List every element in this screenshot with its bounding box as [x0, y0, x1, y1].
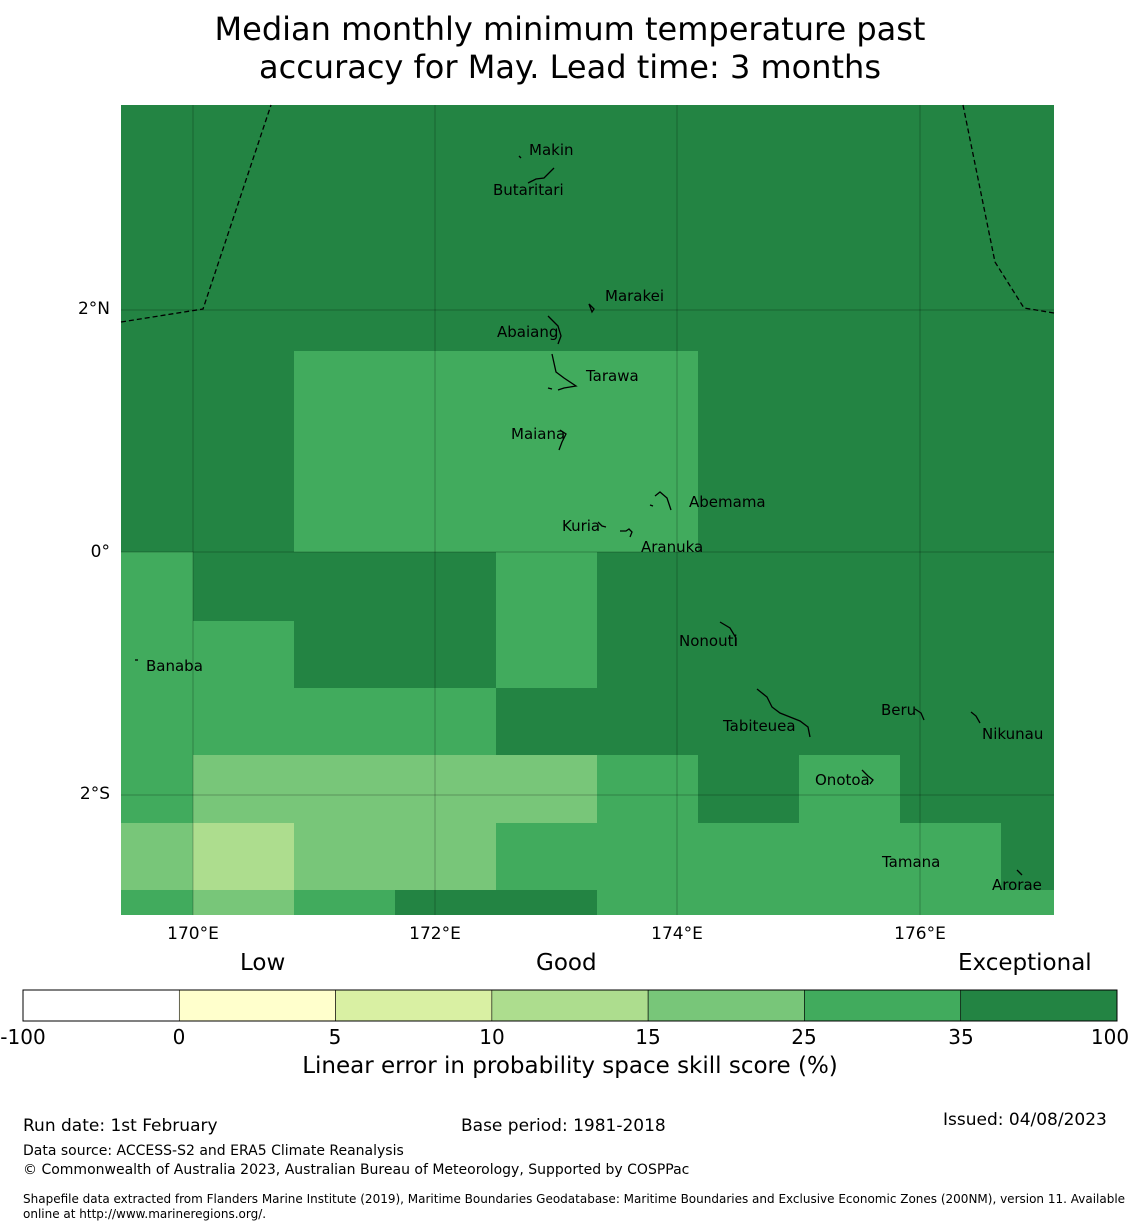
colorbar-swatch — [960, 989, 1118, 1022]
issued-date: Issued: 04/08/2023 — [943, 1110, 1107, 1130]
legend-tick: 100 — [1090, 1025, 1130, 1049]
legend-tick: -100 — [0, 1025, 46, 1049]
base-period: Base period: 1981-2018 — [461, 1116, 666, 1136]
place-label-abaiang: Abaiang — [497, 323, 559, 341]
place-label-maiana: Maiana — [511, 425, 566, 443]
legend-tick: 10 — [479, 1025, 505, 1049]
shapefile-line-1: Shapefile data extracted from Flanders M… — [23, 1192, 1126, 1206]
place-label-marakei: Marakei — [605, 287, 665, 305]
place-label-kuria: Kuria — [562, 517, 601, 535]
grid-cell — [193, 621, 294, 755]
grid-cell — [597, 755, 698, 823]
grid-cell — [799, 755, 900, 823]
copyright: © Commonwealth of Australia 2023, Austra… — [23, 1162, 690, 1178]
shapefile-line-2: online at http://www.marineregions.org/. — [23, 1207, 267, 1221]
skill-grid — [121, 105, 1054, 915]
place-label-onotoa: Onotoa — [815, 771, 870, 789]
grid-cell — [121, 890, 193, 915]
place-label-tabiteuea: Tabiteuea — [723, 717, 796, 735]
map-frame — [120, 104, 1055, 915]
colorbar-swatch — [491, 989, 649, 1022]
place-label-arorae: Arorae — [992, 876, 1042, 894]
grid-cell — [193, 755, 597, 823]
eez-boundaries — [120, 104, 1055, 323]
run-date: Run date: 1st February — [23, 1116, 218, 1136]
place-label-tamana: Tamana — [882, 853, 941, 871]
grid-cell — [597, 890, 1054, 915]
lon-tick: 176°E — [894, 924, 946, 944]
grid-cell — [193, 890, 294, 915]
grid-cell — [193, 823, 294, 890]
grid-cell — [121, 823, 193, 890]
lat-tick: 2°S — [79, 784, 110, 804]
grid-cell — [294, 351, 698, 552]
grid-cell — [294, 890, 395, 915]
legend-tick: 35 — [948, 1025, 974, 1049]
lat-tick: 2°N — [77, 299, 110, 319]
shapefile-credit: Shapefile data extracted from Flanders M… — [23, 1192, 1138, 1222]
data-source: Data source: ACCESS-S2 and ERA5 Climate … — [23, 1143, 404, 1159]
title-line-1: Median monthly minimum temperature past — [214, 10, 926, 48]
grid-cell — [496, 823, 1001, 890]
grid-cell — [1001, 823, 1054, 890]
place-label-beru: Beru — [881, 701, 917, 719]
place-label-nonouti: Nonouti — [679, 632, 738, 650]
legend-tick: 15 — [635, 1025, 661, 1049]
colorbar-swatch — [22, 989, 180, 1022]
colorbar-swatch — [178, 989, 336, 1022]
colorbar-swatch — [335, 989, 493, 1022]
colorbar-swatches — [22, 989, 1118, 1022]
lon-tick: 170°E — [167, 924, 219, 944]
legend-low-label: Low — [240, 950, 286, 976]
colorbar-swatch — [647, 989, 805, 1022]
lon-tick: 172°E — [409, 924, 461, 944]
gridlines — [121, 105, 1054, 915]
colorbar-title: Linear error in probability space skill … — [302, 1053, 838, 1079]
place-label-butaritari: Butaritari — [493, 181, 564, 199]
legend-tick: 0 — [172, 1025, 186, 1049]
title-line-2: accuracy for May. Lead time: 3 months — [258, 48, 881, 86]
place-label-makin: Makin — [529, 141, 574, 159]
legend-exceptional-label: Exceptional — [958, 950, 1092, 976]
place-label-abemama: Abemama — [689, 493, 766, 511]
lat-tick: 0° — [90, 542, 110, 562]
chart-title: Median monthly minimum temperature past … — [0, 10, 1140, 86]
legend-good-label: Good — [536, 950, 597, 976]
colorbar-swatch — [804, 989, 962, 1022]
legend-tick: 5 — [328, 1025, 342, 1049]
lon-tick: 174°E — [651, 924, 703, 944]
grid-cell — [395, 890, 597, 915]
place-label-aranuka: Aranuka — [641, 538, 704, 556]
place-label-tarawa: Tarawa — [586, 367, 639, 385]
legend-tick: 25 — [791, 1025, 817, 1049]
grid-cell — [294, 823, 496, 890]
island-outlines — [135, 155, 1023, 876]
grid-cell — [294, 688, 496, 755]
place-label-banaba: Banaba — [146, 657, 203, 675]
grid-cell — [496, 552, 597, 688]
place-label-nikunau: Nikunau — [982, 725, 1044, 743]
